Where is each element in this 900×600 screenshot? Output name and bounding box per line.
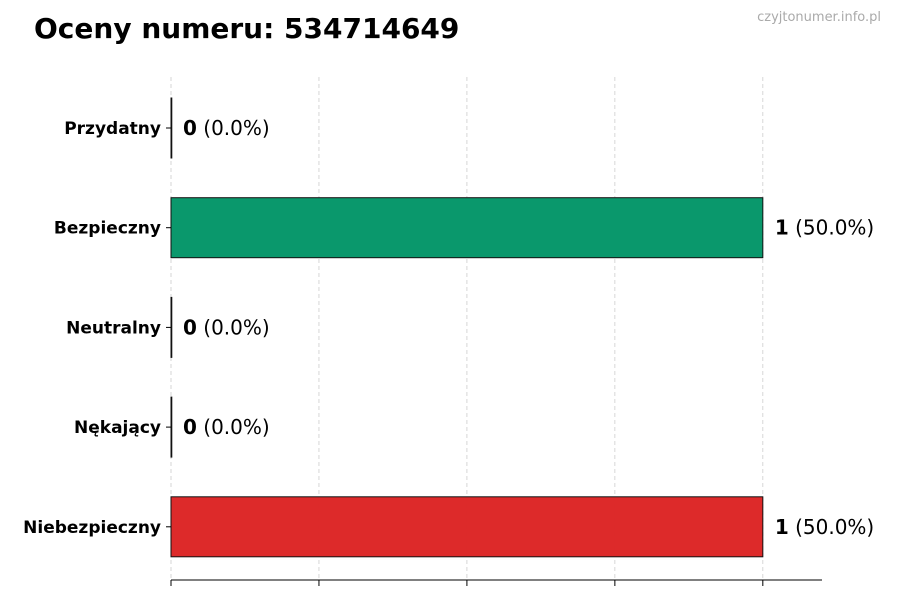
value-percent: (0.0%): [197, 315, 270, 339]
value-percent: (50.0%): [789, 216, 875, 240]
bar: [170, 197, 764, 259]
bar: [170, 496, 764, 558]
bar: [170, 296, 173, 358]
chart-title: Oceny numeru: 534714649: [34, 12, 460, 45]
category-label: Bezpieczny: [54, 219, 161, 239]
category-label: Przydatny: [64, 119, 161, 139]
value-count: 1: [775, 515, 789, 539]
value-count: 1: [775, 216, 789, 240]
watermark: czyjtonumer.info.pl: [757, 10, 881, 25]
value-label: 1 (50.0%): [775, 216, 874, 240]
value-percent: (0.0%): [197, 415, 270, 439]
category-label: Neutralny: [66, 318, 161, 338]
value-count: 0: [183, 116, 197, 140]
value-label: 0 (0.0%): [183, 116, 270, 140]
value-percent: (0.0%): [197, 116, 270, 140]
category-label: Nękający: [74, 418, 161, 438]
bar: [170, 97, 173, 159]
bar: [170, 396, 173, 458]
value-label: 0 (0.0%): [183, 315, 270, 339]
value-label: 1 (50.0%): [775, 515, 874, 539]
value-count: 0: [183, 315, 197, 339]
category-label: Niebezpieczny: [23, 518, 161, 538]
value-percent: (50.0%): [789, 515, 875, 539]
value-count: 0: [183, 415, 197, 439]
value-label: 0 (0.0%): [183, 415, 270, 439]
